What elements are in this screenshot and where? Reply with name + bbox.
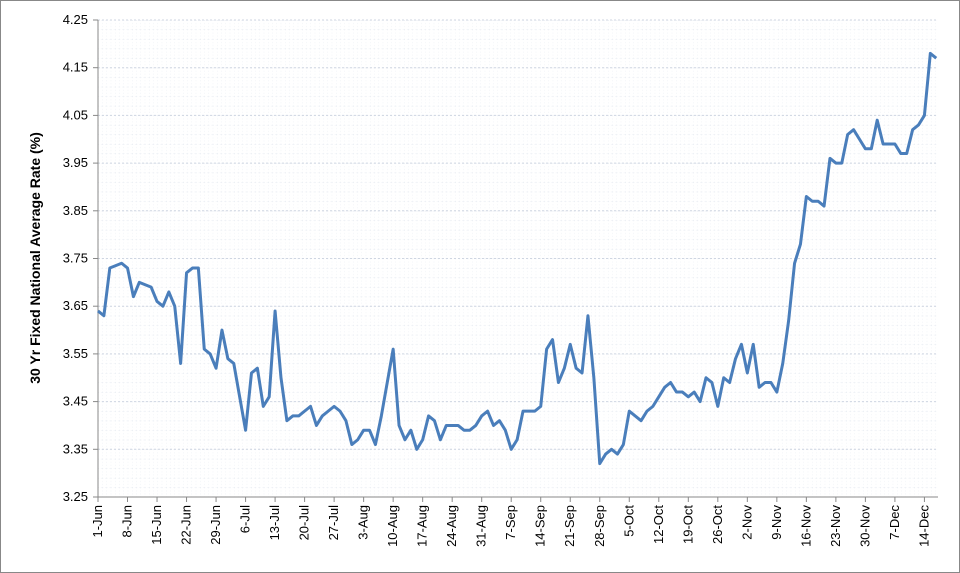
y-tick-label: 3.95: [63, 155, 88, 170]
x-tick-label: 28-Sep: [592, 505, 607, 547]
x-tick-label: 23-Nov: [828, 505, 843, 547]
x-tick-label: 12-Oct: [651, 505, 666, 544]
y-tick-label: 4.15: [63, 60, 88, 75]
y-tick-label: 4.05: [63, 107, 88, 122]
y-tick-label: 3.65: [63, 298, 88, 313]
data-line: [97, 51, 938, 466]
x-tick-label: 30-Nov: [857, 505, 872, 547]
x-tick-label: 17-Aug: [415, 505, 430, 547]
x-tick-label: 20-Jul: [297, 505, 312, 541]
x-tick-label: 22-Jun: [179, 505, 194, 545]
x-tick-label: 6-Jul: [238, 505, 253, 533]
x-tick-label: 19-Oct: [680, 505, 695, 544]
x-tick-label: 29-Jun: [208, 505, 223, 545]
x-tick-label: 10-Aug: [385, 505, 400, 547]
x-tick-label: 24-Aug: [444, 505, 459, 547]
x-tick-label: 9-Nov: [769, 505, 784, 540]
y-tick-label: 3.55: [63, 346, 88, 361]
x-tick-label: 14-Sep: [533, 505, 548, 547]
y-tick-label: 4.25: [63, 12, 88, 27]
x-tick-label: 15-Jun: [149, 505, 164, 545]
x-tick-label: 31-Aug: [474, 505, 489, 547]
x-tick-label: 21-Sep: [562, 505, 577, 547]
x-tick-label: 14-Dec: [916, 505, 931, 547]
x-tick-label: 3-Aug: [356, 505, 371, 540]
x-tick-label: 13-Jul: [267, 505, 282, 541]
x-tick-label: 5-Oct: [621, 505, 636, 537]
x-tick-label: 8-Jun: [120, 505, 135, 538]
y-tick-label: 3.85: [63, 203, 88, 218]
x-tick-label: 1-Jun: [90, 505, 105, 538]
x-tick-label: 7-Sep: [503, 505, 518, 540]
x-tick-label: 16-Nov: [798, 505, 813, 547]
y-tick-label: 3.25: [63, 489, 88, 504]
y-tick-label: 3.35: [63, 441, 88, 456]
y-axis-title: 30 Yr Fixed National Average Rate (%): [27, 132, 43, 384]
x-tick-label: 7-Dec: [887, 505, 902, 540]
x-tick-label: 2-Nov: [739, 505, 754, 540]
x-tick-label: 26-Oct: [710, 505, 725, 544]
x-tick-label: 27-Jul: [326, 505, 341, 541]
y-tick-label: 3.75: [63, 251, 88, 266]
y-tick-label: 3.45: [63, 394, 88, 409]
